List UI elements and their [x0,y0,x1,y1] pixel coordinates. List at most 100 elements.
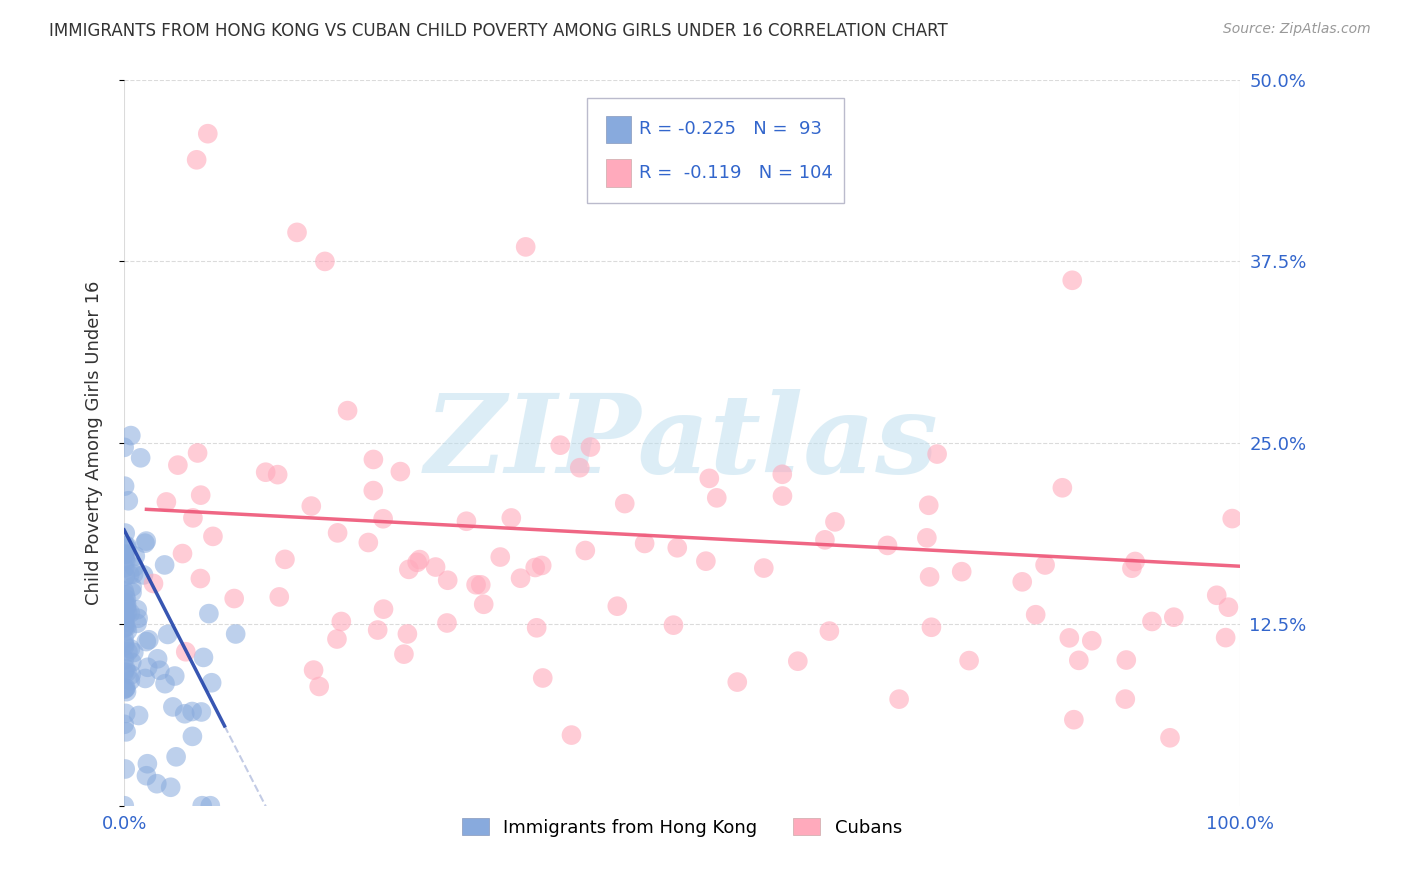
Point [153,558,176,572]
Point [531,671,554,685]
Point [181,705,204,719]
Point [1215,631,1237,645]
Point [706,491,728,505]
Point [1011,574,1033,589]
Point [436,573,458,587]
Point [121,585,143,599]
Point [114,615,136,630]
Point [1220,511,1243,525]
Point [129,450,152,465]
Point [112,665,135,679]
Point [472,597,495,611]
Point [114,681,136,696]
Point [121,580,143,594]
Point [114,662,136,676]
Point [115,541,138,556]
Point [114,681,136,695]
Point [117,624,139,638]
Point [920,620,942,634]
Point [1159,731,1181,745]
Point [398,562,420,576]
Point [186,153,208,167]
Point [156,627,179,641]
Point [613,497,636,511]
Point [1205,588,1227,602]
Point [112,652,135,666]
Point [138,632,160,647]
Point [114,561,136,575]
Point [314,254,336,268]
Point [114,706,136,721]
Y-axis label: Child Poverty Among Girls Under 16: Child Poverty Among Girls Under 16 [86,281,103,605]
Point [121,655,143,669]
Point [918,498,941,512]
Point [274,552,297,566]
Point [112,637,135,651]
Point [127,603,149,617]
Point [330,615,353,629]
Point [190,572,212,586]
Point [146,777,169,791]
Point [125,616,148,631]
Point [115,592,138,607]
Point [120,606,142,620]
Point [198,607,221,621]
Point [114,526,136,541]
Point [153,676,176,690]
Point [114,595,136,609]
Point [114,554,136,568]
Point [118,567,141,582]
Point [124,549,146,563]
Point [112,798,135,813]
Point [128,708,150,723]
Point [146,652,169,666]
Point [326,525,349,540]
Text: ZIPatlas: ZIPatlas [425,389,939,497]
Point [302,663,325,677]
Point [1115,653,1137,667]
Point [470,578,492,592]
Point [501,511,523,525]
Point [114,611,136,625]
Point [197,127,219,141]
Point [1067,653,1090,667]
Point [200,798,222,813]
Point [1114,692,1136,706]
Point [134,672,156,686]
Point [134,536,156,550]
Point [927,447,949,461]
Point [181,511,204,525]
Point [409,552,432,566]
Point [489,549,512,564]
Point [112,583,135,598]
Point [117,645,139,659]
Point [285,226,308,240]
Point [1218,600,1240,615]
Point [1140,615,1163,629]
Point [135,769,157,783]
Point [389,465,412,479]
Point [326,632,349,646]
Point [957,654,980,668]
Bar [606,116,630,143]
Point [548,438,571,452]
Point [363,452,385,467]
Point [1025,607,1047,622]
Point [818,624,841,639]
Point [190,488,212,502]
Text: R = -0.225   N =  93: R = -0.225 N = 93 [640,120,823,138]
Point [114,539,136,553]
Point [142,576,165,591]
Point [526,621,548,635]
Point [149,663,172,677]
Point [824,515,846,529]
Point [115,684,138,698]
Point [136,756,159,771]
Point [115,620,138,634]
Point [115,724,138,739]
Point [465,578,488,592]
Text: R =  -0.119   N = 104: R = -0.119 N = 104 [640,164,834,182]
Point [224,591,246,606]
Point [114,610,136,624]
Point [772,489,794,503]
